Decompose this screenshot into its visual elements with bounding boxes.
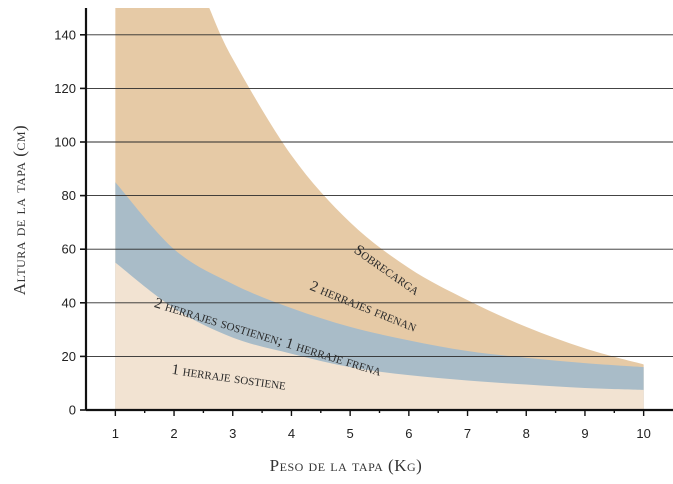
y-tick-label: 20	[62, 349, 76, 364]
x-tick-label: 10	[636, 426, 650, 441]
x-tick-label: 5	[347, 426, 354, 441]
y-tick-label: 0	[69, 403, 76, 418]
x-tick-label: 2	[170, 426, 177, 441]
y-tick-label: 60	[62, 242, 76, 257]
x-axis-title: Peso de la tapa (Kg)	[270, 456, 423, 475]
y-tick-label: 40	[62, 295, 76, 310]
region-1-herraje-sostiene	[115, 262, 644, 410]
y-tick-label: 120	[54, 81, 76, 96]
y-tick-label: 140	[54, 27, 76, 42]
x-tick-label: 4	[288, 426, 295, 441]
x-tick-label: 1	[112, 426, 119, 441]
x-tick-label: 7	[464, 426, 471, 441]
x-tick-label: 9	[581, 426, 588, 441]
x-tick-label: 6	[405, 426, 412, 441]
x-tick-label: 8	[523, 426, 530, 441]
y-tick-label: 80	[62, 188, 76, 203]
x-tick-label: 3	[229, 426, 236, 441]
y-axis-title: Altura de la tapa (cm)	[10, 125, 29, 295]
y-tick-label: 100	[54, 135, 76, 150]
